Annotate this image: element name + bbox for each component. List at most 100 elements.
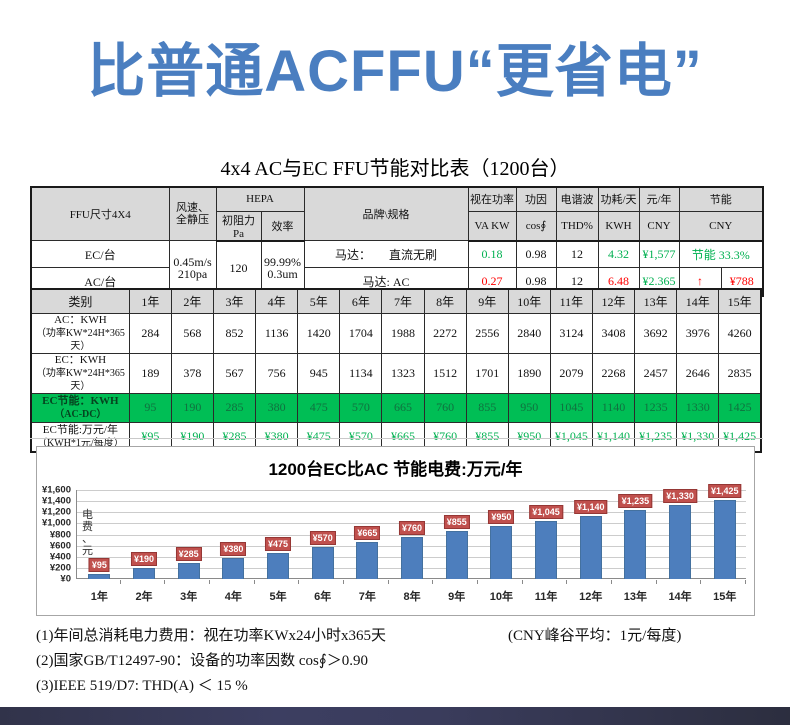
year-value: 852 (212, 312, 257, 354)
bar-slot: ¥1,045 (524, 490, 569, 579)
bar (624, 510, 647, 579)
bar (267, 552, 290, 579)
year-value: 568 (170, 312, 214, 354)
year-header: 15年 (718, 288, 762, 314)
year-value: 2646 (676, 352, 720, 394)
table-title: 4x4 AC与EC FFU节能对比表（1200台） (220, 158, 570, 180)
bar-slot: ¥1,425 (702, 483, 747, 579)
row-label: AC：KWH （功率KW*24H*365天） (30, 312, 130, 354)
header-wind-line2: 全静压 (176, 214, 209, 226)
header-power-factor: 功因 (515, 186, 557, 212)
x-axis-label: 4年 (224, 591, 242, 603)
bar-slot: ¥570 (300, 490, 345, 579)
year-value: 475 (297, 392, 341, 423)
bar (535, 520, 558, 579)
x-tick (76, 580, 121, 584)
section-divider (30, 438, 763, 439)
year-header: 5年 (297, 288, 341, 314)
header-cos-phi: cos∮ (515, 210, 557, 242)
y-axis-title-char: 、 (82, 533, 93, 545)
bar (177, 563, 200, 579)
year-header: 9年 (465, 288, 509, 314)
x-axis-label: 13年 (623, 591, 648, 603)
year-header: 4年 (255, 288, 299, 314)
x-tick (701, 580, 747, 584)
header-hepa: HEPA (215, 186, 305, 212)
bar-value-label: ¥285 (175, 547, 202, 562)
year-value: 3124 (549, 312, 593, 354)
year-value: 1512 (423, 352, 467, 394)
bar-series: ¥95 ¥190 ¥285 ¥380 ¥475 ¥570 ¥665 ¥760 ¥855 ¥950 ¥… (77, 483, 747, 579)
year-header-row: 类别 1年 2年 3年 4年 5年 6年 7年 8年 9年 10年 11年 12年 13年 14年 15年 (30, 288, 762, 314)
footnote-3: (3)IEEE 519/D7: THD(A) ＜ 15 % (36, 678, 248, 694)
spec-comparison-table: FFU尺寸4X4 风速、 全静压 HEPA 品牌\规格 视在功率 功因 电谐波 … (30, 186, 764, 297)
year-value: 2556 (465, 312, 509, 354)
year-header: 14年 (676, 288, 720, 314)
footnotes: (1)年间总消耗电力费用：视在功率KWx24小时x365天 (CNY峰谷平均：1… (36, 624, 756, 699)
year-header: 8年 (423, 288, 467, 314)
year-value: 4260 (718, 312, 762, 354)
spec-header-row-1: FFU尺寸4X4 风速、 全静压 HEPA 品牌\规格 视在功率 功因 电谐波 … (30, 186, 764, 241)
year-value: 380 (255, 392, 299, 423)
bar-value-label: ¥1,140 (573, 499, 608, 514)
header-yuan-year: 元/年 (638, 186, 680, 212)
x-tick (165, 580, 211, 584)
y-axis-title-char: 费 (82, 521, 93, 533)
year-value: 1045 (549, 392, 593, 423)
x-axis-labels: 1年 2年 3年 4年 5年 6年 7年 8年 9年 10年 11年 12年 13年 14年 15年 (77, 588, 747, 604)
x-tick (389, 580, 434, 584)
year-value: 665 (381, 392, 425, 423)
footnote-1-right: (CNY峰谷平均：1元/每度) (508, 628, 682, 644)
y-axis-title: 电费、元 (81, 509, 94, 557)
efficiency-value: 99.99% 0.3um (260, 240, 305, 296)
ec-spec-row: EC/台 0.45m/s 210pa 120 99.99% 0.3um 马达： … (30, 240, 764, 296)
y-tick-label: ¥1,600 (41, 484, 71, 496)
efficiency-value-line2: 0.3um (267, 267, 298, 281)
year-value: 2268 (591, 352, 636, 394)
x-axis-label: 5年 (269, 591, 287, 603)
y-axis-title-char: 电 (82, 509, 93, 521)
year-value: 1704 (339, 312, 383, 354)
year-value: 190 (170, 392, 214, 423)
bar-value-label: ¥760 (399, 520, 426, 535)
x-tick (657, 580, 702, 584)
ec-cos: 0.98 (515, 240, 557, 268)
x-axis-label: 3年 (180, 591, 198, 603)
gridline (77, 534, 746, 536)
x-axis-label: 11年 (534, 591, 558, 603)
year-header: 12年 (591, 288, 636, 314)
year-value: 2835 (718, 352, 762, 394)
year-value: 1420 (297, 312, 341, 354)
header-apparent-power: 视在功率 (467, 186, 517, 212)
wind-value-line1: 0.45m/s (173, 254, 212, 269)
bar-slot: ¥855 (434, 490, 479, 579)
year-value: 1701 (465, 352, 509, 394)
gridline (77, 512, 746, 514)
header-saving-cny: CNY (678, 210, 764, 242)
x-axis-label: 10年 (489, 591, 513, 603)
bar-slot: ¥95 (77, 490, 122, 579)
year-value: 1235 (634, 392, 678, 423)
year-value: 1988 (381, 312, 425, 354)
year-value: 760 (423, 392, 467, 423)
efficiency-value-line1: 99.99% (264, 255, 301, 269)
bar-value-label: ¥570 (309, 531, 336, 546)
ec-saving: 节能 33.3% (678, 240, 764, 268)
year-value: 855 (465, 392, 509, 423)
bar-value-label: ¥190 (130, 552, 158, 567)
x-tick (210, 580, 255, 584)
x-axis-label: 6年 (314, 591, 332, 603)
year-value: 189 (128, 352, 172, 394)
header-harmonic: 电谐波 (555, 186, 599, 212)
x-tick (121, 580, 166, 584)
x-axis-label: 7年 (358, 591, 376, 603)
year-value: 567 (212, 352, 257, 394)
ec-va: 0.18 (467, 240, 517, 268)
y-tick-label: ¥0 (60, 573, 71, 585)
x-tick (344, 580, 389, 584)
year-header: 7年 (381, 288, 425, 314)
year-header: 2年 (170, 288, 214, 314)
bar-value-label: ¥665 (354, 526, 381, 541)
header-va-kw: VA KW (467, 210, 517, 242)
bar-value-label: ¥1,235 (618, 494, 653, 509)
